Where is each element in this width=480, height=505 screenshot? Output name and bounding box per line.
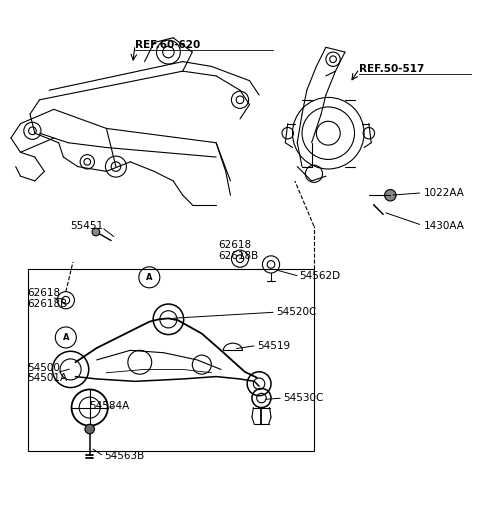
Text: A: A xyxy=(62,333,69,342)
Text: 62618B: 62618B xyxy=(28,298,68,309)
Text: 54519: 54519 xyxy=(257,340,290,350)
Text: 54500: 54500 xyxy=(28,363,60,373)
Text: REF.60-620: REF.60-620 xyxy=(135,40,200,50)
Text: 55451: 55451 xyxy=(71,221,104,231)
Text: 54530C: 54530C xyxy=(283,393,324,403)
Text: 54584A: 54584A xyxy=(90,401,130,411)
Text: REF.50-517: REF.50-517 xyxy=(360,64,425,74)
Bar xyxy=(28,269,314,450)
Text: 62618B: 62618B xyxy=(218,251,259,261)
Text: 54501A: 54501A xyxy=(28,374,68,383)
Text: 1022AA: 1022AA xyxy=(424,188,465,198)
Text: 54563B: 54563B xyxy=(104,451,144,461)
Text: A: A xyxy=(146,273,153,282)
Circle shape xyxy=(85,424,95,434)
Text: 1430AA: 1430AA xyxy=(424,221,465,231)
Circle shape xyxy=(92,228,100,236)
Text: 54562D: 54562D xyxy=(300,271,341,281)
Circle shape xyxy=(384,189,396,201)
Text: 62618: 62618 xyxy=(28,288,61,298)
Text: 62618: 62618 xyxy=(218,240,252,250)
Text: 54520C: 54520C xyxy=(276,307,316,317)
